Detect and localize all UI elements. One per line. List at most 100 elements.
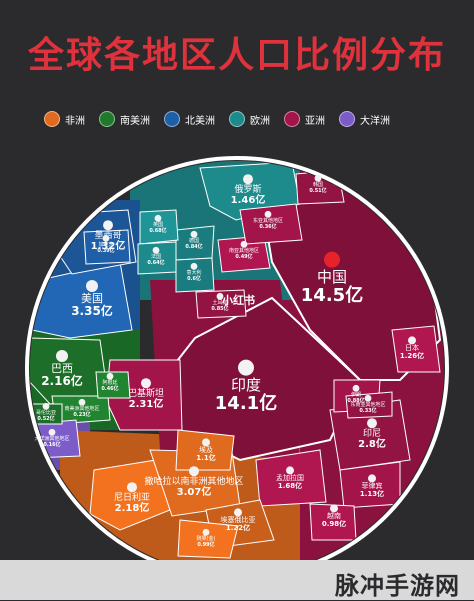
cell-value-label: 0.6亿 bbox=[187, 275, 201, 282]
flag-icon bbox=[190, 262, 198, 270]
flag-icon bbox=[286, 466, 294, 475]
cell-英国 bbox=[139, 209, 179, 245]
flag-icon bbox=[86, 280, 98, 292]
cell-name-label: 菲律宾 bbox=[362, 481, 383, 490]
legend: 非洲 南美洲 北美洲 欧洲 亚洲 大洋洲 bbox=[44, 108, 444, 130]
cell-阿根廷 bbox=[95, 371, 131, 399]
cell-name-label: 巴西 bbox=[51, 362, 73, 375]
legend-item: 北美洲 bbox=[164, 111, 215, 127]
cell-刚果(金) bbox=[177, 519, 239, 559]
cell-name-label: 东亚其他地区 bbox=[253, 217, 283, 224]
cell-value-label: 0.51亿 bbox=[309, 187, 326, 194]
flag-icon bbox=[103, 220, 113, 231]
flag-icon bbox=[330, 504, 338, 513]
cell-name-label: 印度 bbox=[231, 376, 261, 394]
flag-icon bbox=[352, 384, 360, 392]
cell-name-label: 阿根廷 bbox=[102, 379, 117, 386]
cell-value-label: 0.64亿 bbox=[147, 259, 164, 266]
cell-value-label: 2.18亿 bbox=[115, 501, 150, 514]
flag-icon bbox=[56, 350, 68, 362]
cell-name-label: 英国 bbox=[153, 221, 163, 228]
cell-name-label: 东南亚其他地区 bbox=[350, 401, 385, 408]
flag-icon bbox=[408, 336, 416, 345]
flag-icon bbox=[48, 428, 56, 436]
flag-icon bbox=[314, 174, 322, 182]
flag-icon bbox=[238, 359, 254, 376]
cell-value-label: 0.99亿 bbox=[197, 541, 214, 548]
cell-name-label: 韩国 bbox=[313, 181, 323, 188]
cell-value-label: 1.13亿 bbox=[360, 489, 384, 498]
chart-border bbox=[25, 156, 449, 560]
cell-value-label: 0.88亿 bbox=[347, 397, 364, 404]
cell-加拿大 bbox=[83, 229, 131, 265]
watermark: 脉冲手游网 bbox=[335, 572, 460, 600]
legend-item: 亚洲 bbox=[284, 111, 325, 127]
cell-value-label: 0.33亿 bbox=[359, 407, 376, 414]
cell-value-label: 0.85亿 bbox=[211, 305, 228, 312]
legend-item: 非洲 bbox=[44, 111, 85, 127]
flag-icon bbox=[127, 482, 137, 493]
cell-value-label: 0.16亿 bbox=[43, 441, 60, 448]
cell-日本 bbox=[391, 325, 441, 373]
cell-value-label: 1.46亿 bbox=[231, 193, 266, 206]
flag-icon bbox=[234, 508, 242, 517]
cell-name-label: 埃塞俄比亚 bbox=[221, 515, 256, 524]
cell-value-label: 1.1亿 bbox=[196, 453, 215, 462]
flag-icon bbox=[324, 251, 340, 268]
flag-icon bbox=[368, 474, 376, 483]
cell-value-label: 0.36亿 bbox=[259, 223, 276, 230]
cell-value-label: 1.22亿 bbox=[226, 523, 250, 532]
cell-value-label: 1.32亿 bbox=[91, 239, 126, 252]
cell-value-label: 3.07亿 bbox=[177, 485, 212, 498]
cell-name-label: 意大利 bbox=[186, 269, 201, 276]
flag-icon bbox=[364, 394, 372, 402]
cell-name-label: 南美洲其他地区 bbox=[64, 405, 99, 412]
cell-value-label: 14.5亿 bbox=[301, 284, 363, 306]
cell-name-label: 日本 bbox=[405, 343, 419, 352]
legend-label: 南美洲 bbox=[120, 115, 150, 127]
flag-icon bbox=[367, 418, 377, 429]
cell-value-label: 2.31亿 bbox=[129, 397, 164, 410]
cell-name-label: 南亚其他地区 bbox=[229, 247, 259, 254]
flag-icon bbox=[240, 240, 248, 248]
legend-swatch bbox=[284, 111, 300, 127]
cell-value-label: 0.84亿 bbox=[185, 243, 202, 250]
cell-name-label: 俄罗斯 bbox=[234, 183, 261, 195]
flag-icon bbox=[202, 528, 210, 536]
cell-尼日利亚 bbox=[89, 459, 171, 531]
flag-icon bbox=[42, 402, 50, 410]
cell-value-label: 0.46亿 bbox=[101, 385, 118, 392]
legend-item: 欧洲 bbox=[229, 111, 270, 127]
cell-value-label: 1.26亿 bbox=[400, 351, 424, 360]
cell-value-label: 0.98亿 bbox=[322, 519, 346, 528]
cell-name-label: 孟加拉国 bbox=[276, 473, 304, 482]
cell-name-label: 印尼 bbox=[363, 427, 381, 439]
cell-name-label: 加拿大 bbox=[98, 241, 113, 248]
cell-name-label: 中国 bbox=[317, 268, 347, 286]
legend-item: 南美洲 bbox=[99, 111, 150, 127]
cell-埃及 bbox=[175, 429, 235, 471]
cell-value-label: 0.52亿 bbox=[37, 415, 54, 422]
flag-icon bbox=[202, 438, 210, 447]
legend-label: 大洋洲 bbox=[360, 115, 390, 127]
legend-swatch bbox=[339, 111, 355, 127]
legend-swatch bbox=[99, 111, 115, 127]
cell-value-label: 0.39亿 bbox=[97, 247, 114, 254]
cell-土耳其 bbox=[195, 289, 247, 319]
legend-swatch bbox=[229, 111, 245, 127]
cell-name-label: 越南 bbox=[327, 511, 341, 520]
page-title: 全球各地区人口比例分布 bbox=[27, 35, 446, 76]
flag-icon bbox=[216, 292, 224, 300]
footer-bar bbox=[0, 560, 474, 600]
cell-name-label: 埃及 bbox=[199, 445, 213, 454]
legend-label: 亚洲 bbox=[305, 115, 325, 127]
cell-name-label: 撒哈拉以南非洲其他地区 bbox=[144, 475, 243, 487]
flag-icon bbox=[190, 230, 198, 238]
cell-name-label: 法国 bbox=[151, 253, 161, 260]
legend-swatch bbox=[164, 111, 180, 127]
flag-icon bbox=[102, 234, 110, 242]
cell-value-label: 0.49亿 bbox=[235, 253, 252, 260]
cell-name-label: 刚果(金) bbox=[197, 535, 216, 542]
brand-mark: 小红书 bbox=[222, 294, 255, 307]
